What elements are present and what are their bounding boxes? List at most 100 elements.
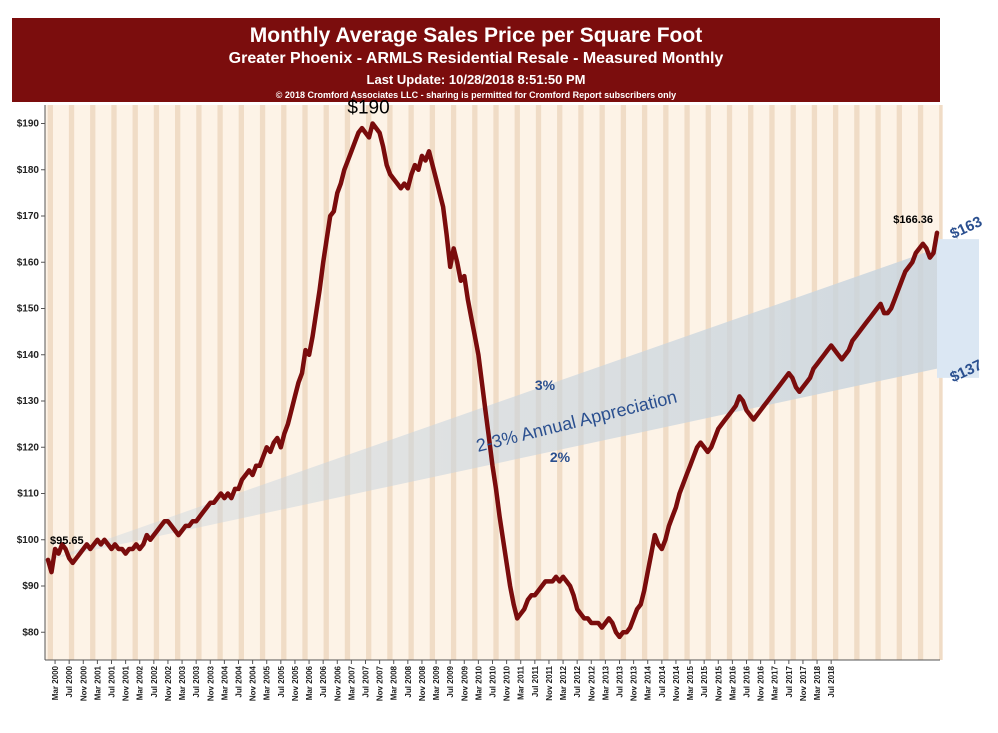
x-tick-label: Jul 2000 [65,665,74,697]
x-tick-label: Mar 2005 [263,665,272,700]
x-tick-label: Nov 2012 [587,665,596,701]
x-tick-label: Mar 2002 [136,665,145,700]
stripe [429,105,436,660]
stripe [535,105,542,660]
x-tick-label: Jul 2015 [700,665,709,697]
x-tick-label: Mar 2012 [559,665,568,700]
y-tick-label: $190 [17,119,40,130]
peak-label: $190 [347,98,389,119]
x-tick-label: Jul 2018 [827,665,836,697]
y-tick-label: $130 [17,396,40,407]
x-tick-label: Nov 2011 [545,665,554,700]
stripe [47,105,53,660]
x-tick-label: Jul 2010 [489,665,498,697]
x-tick-label: Mar 2016 [728,665,737,700]
x-tick-label: Mar 2014 [644,665,653,700]
x-tick-label: Mar 2015 [686,665,695,700]
last-update: Last Update: 10/28/2018 8:51:50 PM [366,72,586,87]
x-tick-label: Nov 2004 [249,665,258,701]
start-label: $95.65 [50,535,84,547]
x-tick-label: Jul 2007 [362,665,371,697]
x-tick-label: Mar 2001 [93,665,102,700]
x-tick-label: Mar 2011 [517,665,526,699]
appreciation-wedge [48,248,937,560]
stripe [917,105,924,660]
y-tick-label: $120 [17,442,40,453]
y-tick-label: $100 [17,535,40,546]
x-tick-label: Jul 2011 [531,665,540,697]
stripe [323,105,329,660]
series-line [45,121,940,640]
x-tick-label: Jul 2016 [743,665,752,697]
stripe [450,105,457,660]
x-tick-label: Nov 2005 [291,665,300,701]
rate-2pct-label: 2% [550,449,571,465]
x-tick-label: Mar 2000 [51,665,60,700]
x-tick-label: Nov 2014 [672,665,681,701]
x-tick-label: Nov 2002 [164,665,173,701]
stripe [238,105,244,660]
stripe [514,105,520,660]
x-tick-label: Jul 2014 [658,665,667,697]
x-tick-label: Mar 2004 [220,665,229,700]
y-tick-label: $170 [17,211,40,222]
x-tick-label: Mar 2007 [347,665,356,700]
stripe [153,105,160,660]
stripe [90,105,96,660]
end-label: $166.36 [893,214,933,226]
x-tick-label: Nov 2013 [630,665,639,701]
appreciation-band [48,239,979,560]
stripe [259,105,266,660]
stripe [896,105,902,660]
x-tick-label: Nov 2015 [714,665,723,701]
x-tick-label: Mar 2006 [305,665,314,700]
x-tick-label: Nov 2017 [799,665,808,701]
x-tick-label: Jul 2004 [235,665,244,697]
x-tick-label: Mar 2018 [813,665,822,700]
x-tick-label: Jul 2008 [404,665,413,697]
y-tick-label: $150 [17,304,40,315]
x-tick-label: Jul 2013 [616,665,625,697]
y-tick-label: $180 [17,165,40,176]
y-tick-label: $160 [17,257,40,268]
x-tick-label: Mar 2003 [178,665,187,700]
x-tick-label: Nov 2003 [206,665,215,701]
axes: $80 $90 $100 $110 $120 $130 $140 $150 $160 $170 $1… [17,105,940,701]
stripe [196,105,202,660]
x-tick-label: Jul 2001 [108,665,117,697]
copyright-notice: © 2018 Cromford Associates LLC - sharing… [275,90,677,100]
stripe [366,105,372,660]
stripe [281,105,287,660]
chart-header: Monthly Average Sales Price per Square F… [12,18,940,102]
stripe [132,105,138,660]
x-tick-label: Jul 2005 [277,665,286,697]
upper-band-label: $163 [948,213,985,243]
x-tick-label: Jul 2017 [785,665,794,697]
stripe [408,105,414,660]
rate-3pct-label: 3% [535,377,556,393]
x-tick-label: Mar 2013 [601,665,610,700]
y-tick-label: $90 [22,581,39,592]
x-tick-label: Jul 2006 [319,665,328,697]
x-tick-label: Nov 2009 [460,665,469,701]
x-tick-label: Jul 2003 [192,665,201,697]
stripe [493,105,499,660]
x-tick-label: Mar 2009 [432,665,441,700]
x-tick-label: Nov 2007 [376,665,385,701]
stripe [472,105,478,660]
x-tick-label: Nov 2001 [122,665,131,701]
x-tick-label: Mar 2017 [771,665,780,700]
band-end-panel [937,239,979,378]
x-tick-label: Jul 2009 [446,665,455,697]
x-tick-label: Mar 2010 [474,665,483,700]
x-tick-label: Nov 2016 [757,665,766,701]
stripe [111,105,117,660]
x-tick-label: Nov 2006 [333,665,342,701]
stripe [875,105,881,660]
series-group [45,121,940,640]
stripe [217,105,223,660]
x-tick-label: Nov 2000 [79,665,88,701]
x-tick-label: Nov 2010 [503,665,512,701]
stripe [939,105,943,660]
